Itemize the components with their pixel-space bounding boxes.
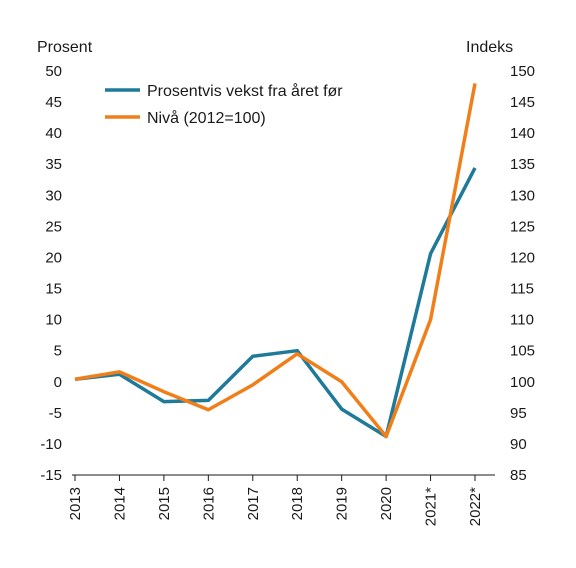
- x-tick-label: 2022*: [467, 487, 484, 526]
- x-axis-tick-marks: [74, 475, 476, 481]
- series-lines: [74, 83, 477, 439]
- right-axis-ticks: 85 90 95 100 105 110 115 120 125 130 135 140 145 150: [510, 63, 535, 484]
- left-tick-label: 0: [54, 374, 62, 391]
- right-tick-label: 100: [510, 374, 535, 391]
- left-tick-label: 20: [45, 249, 62, 266]
- x-tick-label: 2019: [334, 487, 351, 520]
- x-tick-label: 2017: [245, 487, 262, 520]
- left-axis-title: Prosent: [37, 39, 93, 56]
- left-tick-label: -10: [40, 436, 62, 453]
- x-axis-ticks: 2013 2014 2015 2016 2017 2018 2019 2020 2021* 202…: [67, 487, 484, 526]
- left-axis-ticks: -15 -10 -5 0 5 10 15 20 25 30 35 40 45 50: [40, 63, 62, 484]
- right-tick-label: 115: [510, 281, 534, 298]
- left-tick-label: 45: [45, 94, 62, 111]
- legend-label-growth: Prosentvis vekst fra året før: [147, 82, 343, 100]
- right-tick-label: 135: [510, 156, 535, 173]
- left-tick-label: 40: [45, 125, 62, 142]
- left-tick-label: 10: [45, 312, 62, 329]
- legend: Prosentvis vekst fra året før Nivå (2012…: [105, 82, 343, 127]
- right-tick-label: 110: [510, 312, 534, 329]
- left-tick-label: -5: [49, 405, 62, 422]
- left-tick-label: 15: [45, 281, 62, 298]
- right-tick-label: 120: [510, 249, 535, 266]
- left-tick-label: 30: [45, 187, 62, 204]
- right-axis-title: Indeks: [466, 39, 513, 56]
- x-tick-label: 2021*: [423, 487, 440, 526]
- right-tick-label: 130: [510, 187, 535, 204]
- x-tick-label: 2018: [289, 487, 306, 520]
- x-tick-label: 2020: [378, 487, 395, 520]
- left-tick-label: 5: [54, 343, 62, 360]
- x-tick-label: 2013: [67, 487, 84, 520]
- right-tick-label: 145: [510, 94, 535, 111]
- series-line-growth: [74, 167, 477, 439]
- right-tick-label: 140: [510, 125, 535, 142]
- x-tick-label: 2014: [111, 487, 128, 520]
- left-tick-label: -15: [40, 467, 62, 484]
- x-tick-label: 2016: [200, 487, 217, 520]
- right-tick-label: 105: [510, 343, 535, 360]
- x-tick-label: 2015: [156, 487, 173, 520]
- left-tick-label: 50: [45, 63, 62, 80]
- left-tick-label: 25: [45, 218, 62, 235]
- right-tick-label: 150: [510, 63, 535, 80]
- legend-label-level: Nivå (2012=100): [147, 109, 266, 127]
- right-tick-label: 85: [510, 467, 527, 484]
- left-tick-label: 35: [45, 156, 62, 173]
- right-tick-label: 90: [510, 436, 527, 453]
- series-line-level: [74, 83, 477, 439]
- right-tick-label: 125: [510, 218, 535, 235]
- right-tick-label: 95: [510, 405, 527, 422]
